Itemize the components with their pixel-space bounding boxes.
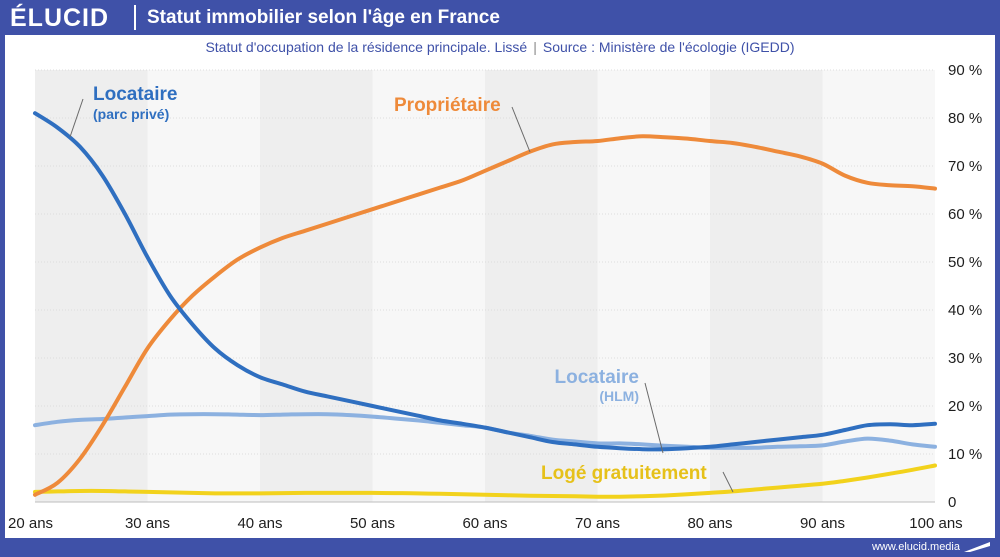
leader-line xyxy=(644,382,664,454)
y-tick-label: 10 % xyxy=(948,446,982,463)
subtitle-text: Statut d'occupation de la résidence prin… xyxy=(205,39,528,55)
decade-band xyxy=(372,70,485,502)
source-text: Source : Ministère de l'écologie (IGEDD) xyxy=(542,39,795,55)
label-locataire-hlm: Locataire xyxy=(555,367,639,388)
chart-subtitle: Statut d'occupation de la résidence prin… xyxy=(0,38,1000,56)
subtitle-separator: | xyxy=(533,39,537,55)
series-locataire-prive-line xyxy=(33,111,937,452)
label-locataire-prive-sub: (parc privé) xyxy=(93,106,169,122)
series-proprietaire-line xyxy=(33,134,937,497)
decade-band xyxy=(822,70,935,502)
header-divider xyxy=(134,5,136,30)
x-tick-label: 100 ans xyxy=(909,515,962,532)
decade-band xyxy=(260,70,373,502)
logo-mark-icon xyxy=(964,542,990,552)
label-loge-gratuitement: Logé gratuitement xyxy=(541,463,707,484)
x-tick-label: 90 ans xyxy=(800,515,845,532)
chart-title: Statut immobilier selon l'âge en France xyxy=(147,7,500,28)
y-tick-label: 90 % xyxy=(948,62,982,79)
label-proprietaire: Propriétaire xyxy=(394,95,501,116)
y-tick-label: 30 % xyxy=(948,350,982,367)
y-tick-label: 20 % xyxy=(948,398,982,415)
decade-band xyxy=(597,70,710,502)
y-tick-label: 70 % xyxy=(948,158,982,175)
series-loge-gratuitement-line xyxy=(33,463,937,499)
footer-url[interactable]: www.elucid.media xyxy=(871,541,960,553)
label-locataire-prive: Locataire xyxy=(93,84,177,105)
y-tick-label: 80 % xyxy=(948,110,982,127)
x-tick-label: 50 ans xyxy=(350,515,395,532)
y-tick-label: 0 xyxy=(948,494,956,511)
x-tick-label: 60 ans xyxy=(462,515,507,532)
x-tick-label: 70 ans xyxy=(575,515,620,532)
decade-band xyxy=(35,70,148,502)
y-tick-label: 60 % xyxy=(948,206,982,223)
leader-line xyxy=(511,106,531,153)
label-locataire-hlm-sub: (HLM) xyxy=(599,388,639,404)
y-tick-label: 40 % xyxy=(948,302,982,319)
x-tick-label: 30 ans xyxy=(125,515,170,532)
leader-line xyxy=(722,471,734,493)
x-tick-label: 20 ans xyxy=(8,515,53,532)
x-tick-label: 40 ans xyxy=(237,515,282,532)
brand-logo[interactable]: ÉLUCID xyxy=(10,4,110,32)
leader-line xyxy=(69,98,84,138)
x-tick-label: 80 ans xyxy=(687,515,732,532)
y-tick-label: 50 % xyxy=(948,254,982,271)
